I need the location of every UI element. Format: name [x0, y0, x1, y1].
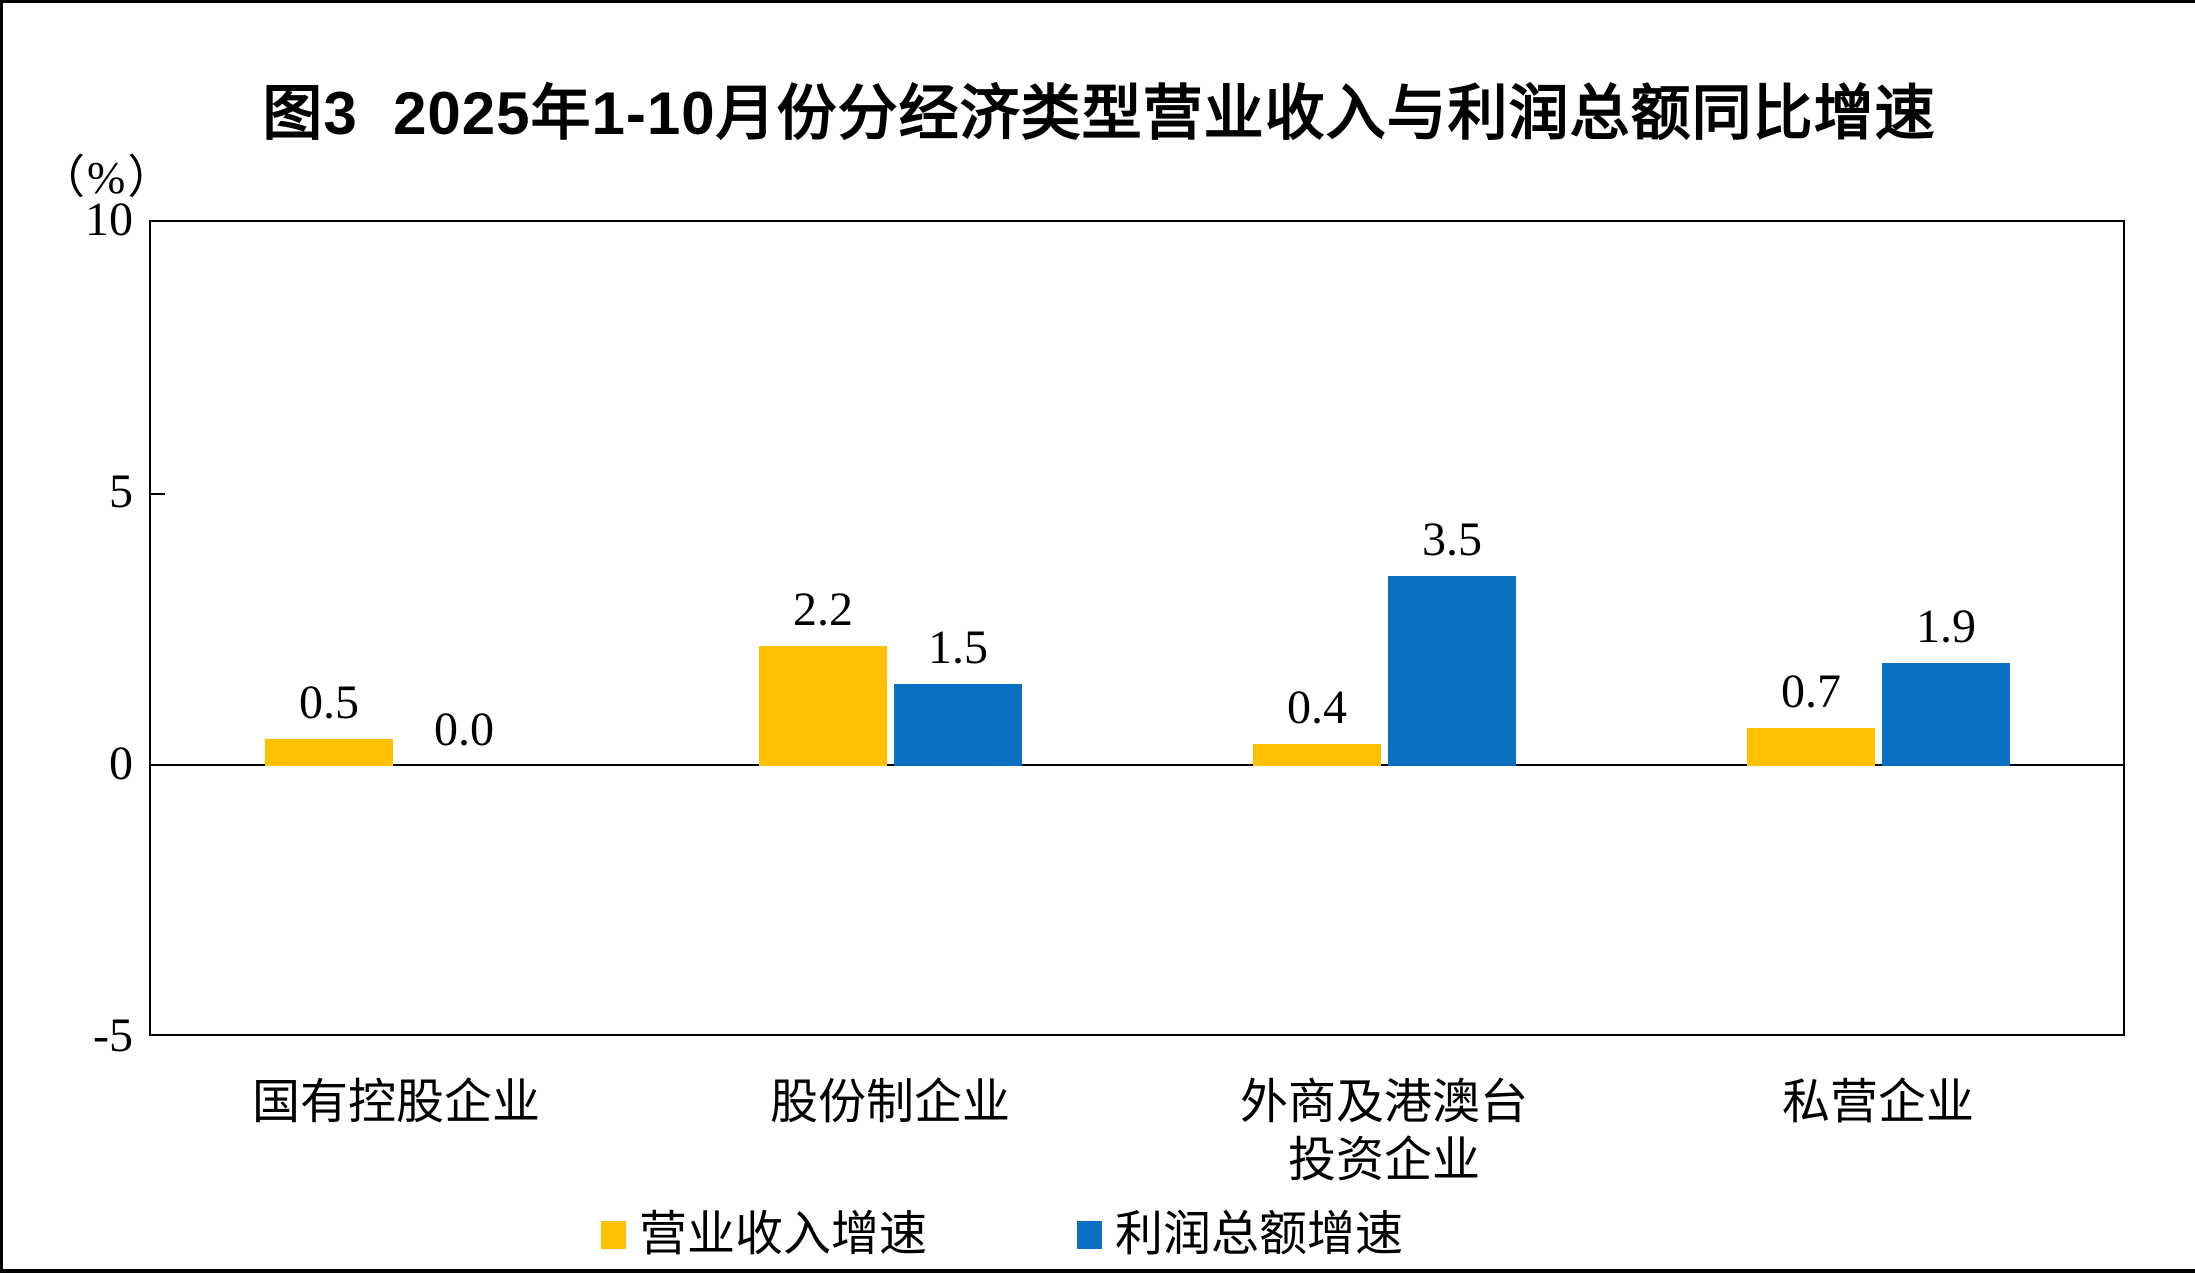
- category-label-外商及港澳台投资企业: 外商及港澳台 投资企业: [1137, 1074, 1631, 1190]
- category-label-line: 私营企业: [1781, 1076, 1974, 1129]
- bar-营业收入增速-股份制企业: [759, 646, 887, 766]
- legend-label: 营业收入增速: [639, 1208, 928, 1261]
- category-label-line: 国有控股企业: [251, 1076, 540, 1129]
- category-label-私营企业: 私营企业: [1631, 1074, 2125, 1132]
- bar-value-label: 0.0: [434, 703, 494, 756]
- bar-利润总额增速-私营企业: [1882, 663, 2010, 766]
- zero-gridline: [151, 764, 2123, 766]
- bar-营业收入增速-国有控股企业: [265, 739, 393, 766]
- bar-value-label: 0.5: [299, 676, 359, 729]
- category-label-国有控股企业: 国有控股企业: [149, 1074, 643, 1132]
- chart-title: 图3 2025年1-10月份分经济类型营业收入与利润总额同比增速: [262, 80, 1936, 147]
- bar-value-label: 2.2: [793, 583, 853, 636]
- plot-area: 0.5 2.2 0.4 0.7 0.0 1.5 3.5 1.9: [149, 220, 2125, 1036]
- bar-value-label: 1.9: [1916, 600, 1976, 653]
- category-label-line: 股份制企业: [769, 1076, 1010, 1129]
- y-axis-unit-label: （%）: [39, 152, 176, 203]
- legend-swatch: [1077, 1221, 1103, 1249]
- legend-item-营业收入增速: 营业收入增速: [601, 1207, 927, 1263]
- bar-营业收入增速-私营企业: [1747, 728, 1875, 766]
- y-tick-label: -5: [93, 1009, 133, 1062]
- bar-利润总额增速-股份制企业: [894, 684, 1022, 766]
- bar-value-label: 0.7: [1781, 665, 1841, 718]
- y-tick-label: 5: [109, 465, 133, 518]
- legend-item-利润总额增速: 利润总额增速: [1077, 1207, 1403, 1263]
- legend-swatch: [601, 1221, 626, 1249]
- y-axis-tick-mark: [151, 493, 165, 495]
- bar-营业收入增速-外商及港澳台投资企业: [1253, 744, 1381, 766]
- bar-value-label: 3.5: [1422, 513, 1482, 566]
- category-label-line: 外商及港澳台: [1239, 1076, 1528, 1129]
- category-label-股份制企业: 股份制企业: [643, 1074, 1137, 1132]
- legend: 营业收入增速 利润总额增速: [601, 1207, 1403, 1263]
- category-label-line: 投资企业: [1287, 1134, 1480, 1187]
- bar-value-label: 1.5: [928, 621, 988, 674]
- legend-label: 利润总额增速: [1115, 1208, 1404, 1261]
- bar-value-label: 0.4: [1287, 681, 1347, 734]
- y-tick-label: 0: [109, 737, 133, 790]
- bar-利润总额增速-外商及港澳台投资企业: [1388, 576, 1516, 766]
- y-tick-label: 10: [85, 193, 133, 246]
